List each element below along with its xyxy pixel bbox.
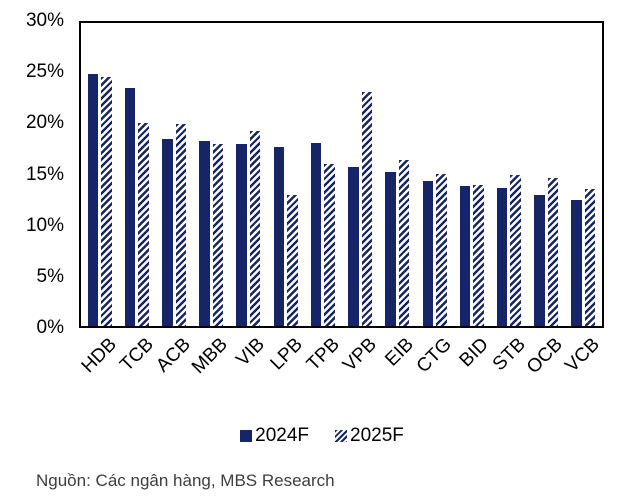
- bar-2025f-lpb: [287, 194, 298, 326]
- source-note: Nguồn: Các ngân hàng, MBS Research: [36, 471, 335, 490]
- y-axis: 0% 5% 10% 15% 20% 25% 30%: [0, 10, 72, 338]
- bar-2025f-vpb: [361, 91, 373, 326]
- x-axis-label-tpb: TPB: [302, 334, 344, 375]
- plot-area: [79, 21, 604, 328]
- bar-2025f-vcb: [584, 188, 596, 326]
- y-axis-tick-label: 0%: [36, 317, 64, 338]
- bar-2025f-hdb: [101, 76, 112, 326]
- legend-label-2024f: 2024F: [255, 425, 309, 446]
- x-axis-label-eib: EIB: [381, 334, 419, 371]
- x-axis-label-stb: STB: [488, 334, 530, 375]
- y-axis-tick-label: 15%: [25, 163, 64, 185]
- bar-2024f-vib: [236, 144, 247, 326]
- bar-2024f-tpb: [310, 143, 322, 326]
- bar-2024f-vpb: [348, 167, 359, 326]
- bar-2024f-vcb: [571, 199, 582, 326]
- bar-2025f-tcb: [138, 123, 149, 326]
- legend: 2024F 2025F: [0, 425, 644, 447]
- bar-2024f-hdb: [87, 73, 99, 326]
- bar-2024f-acb: [162, 139, 173, 326]
- y-axis-tick-label: 10%: [25, 214, 64, 236]
- bar-2025f-vib: [249, 131, 261, 326]
- x-axis-label-hdb: HDB: [77, 334, 121, 378]
- legend-item-2024f: 2024F: [240, 425, 309, 447]
- x-axis-label-acb: ACB: [152, 334, 195, 377]
- legend-swatch-hatched: [335, 430, 347, 442]
- bar-2024f-lpb: [273, 147, 285, 326]
- x-axis-label-bid: BID: [455, 334, 493, 372]
- bar-2025f-stb: [510, 174, 521, 326]
- y-axis-tick-label: 30%: [25, 10, 64, 31]
- x-axis-label-vpb: VPB: [339, 334, 381, 376]
- x-axis-label-lpb: LPB: [266, 334, 307, 375]
- x-axis-label-vib: VIB: [232, 334, 270, 371]
- y-axis-tick-label: 5%: [36, 265, 64, 287]
- bar-2024f-tcb: [124, 87, 136, 326]
- bar-2025f-ocb: [547, 177, 559, 326]
- bar-2024f-ctg: [422, 180, 434, 326]
- bar-2024f-mbb: [199, 141, 210, 326]
- legend-item-2025f: 2025F: [335, 425, 404, 447]
- x-axis-label-tcb: TCB: [115, 334, 158, 376]
- x-axis-label-ocb: OCB: [523, 334, 568, 378]
- bar-2025f-bid: [473, 184, 484, 326]
- x-axis-label-mbb: MBB: [188, 334, 233, 378]
- bar-2025f-eib: [398, 160, 410, 326]
- bar-2024f-stb: [496, 187, 508, 326]
- legend-swatch-solid: [240, 430, 253, 442]
- y-axis-tick-label: 25%: [25, 61, 64, 83]
- legend-label-2025f: 2025F: [350, 425, 404, 446]
- bar-2025f-tpb: [324, 164, 335, 326]
- bar-2024f-ocb: [534, 194, 545, 326]
- x-axis-label-vcb: VCB: [561, 334, 605, 377]
- bar-2024f-bid: [459, 185, 471, 326]
- bar-2025f-mbb: [212, 144, 224, 326]
- y-axis-tick-label: 20%: [25, 112, 64, 134]
- bar-2025f-ctg: [436, 173, 447, 326]
- x-axis-label-ctg: CTG: [412, 334, 456, 378]
- bar-2024f-eib: [385, 172, 396, 326]
- bar-2025f-acb: [175, 124, 187, 326]
